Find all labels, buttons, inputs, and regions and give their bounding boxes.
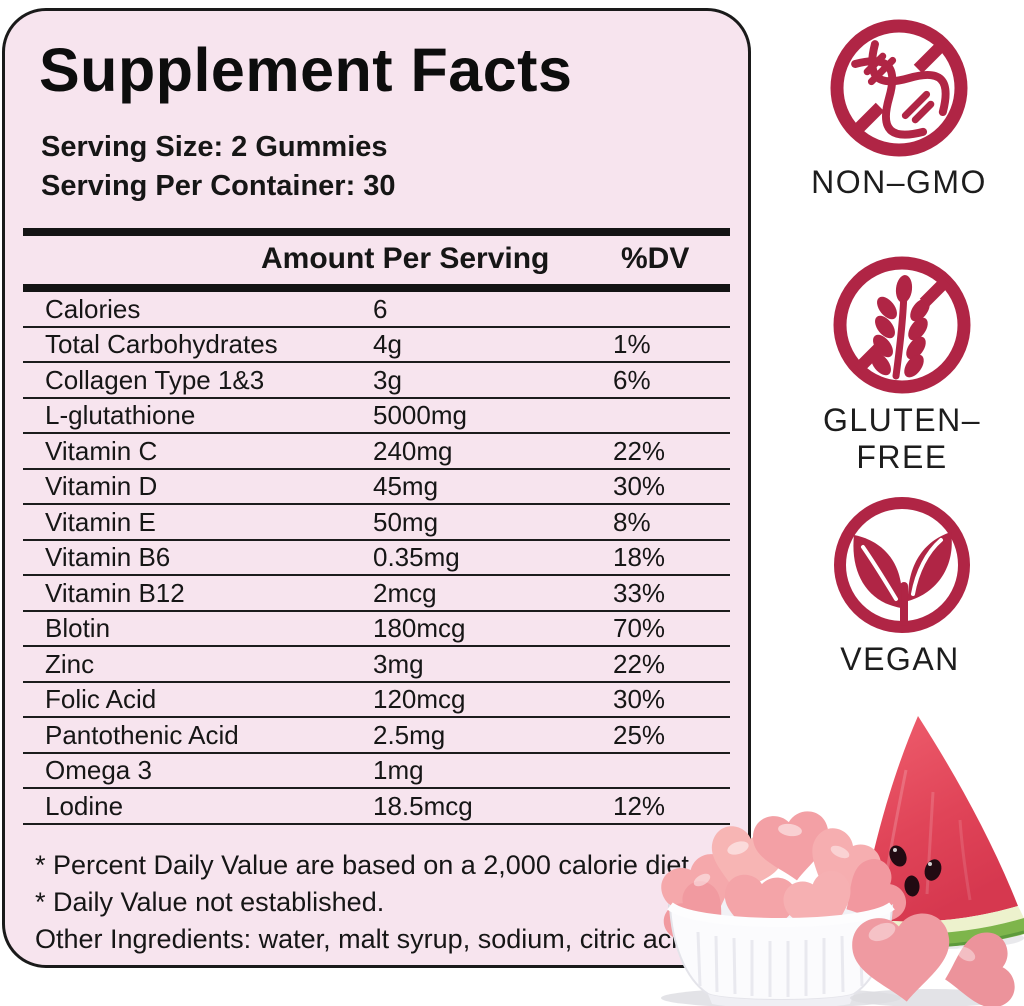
nutrient-amount: 120mcg bbox=[373, 684, 466, 715]
nutrient-name: Lodine bbox=[45, 790, 124, 821]
table-row: Vitamin E 50mg 8% bbox=[23, 505, 730, 541]
nutrient-amount: 4g bbox=[373, 329, 402, 360]
footnote-other-ingredients: Other Ingredients: water, malt syrup, so… bbox=[35, 924, 700, 954]
table-row: L-glutathione 5000mg bbox=[23, 399, 730, 434]
table-row: Omega 3 1mg bbox=[23, 754, 730, 789]
page-title: Supplement Facts bbox=[39, 36, 573, 104]
nutrient-name: Vitamin D bbox=[45, 471, 158, 502]
nutrient-amount: 2.5mg bbox=[373, 719, 446, 750]
nutrient-amount: 5000mg bbox=[373, 400, 467, 431]
nutrient-dv: 18% bbox=[613, 542, 666, 573]
table-row: Calories 6 bbox=[23, 292, 730, 328]
nutrient-amount: 3mg bbox=[373, 648, 424, 679]
nutrient-name: Total Carbohydrates bbox=[45, 329, 278, 360]
vegan-leaf-icon bbox=[834, 497, 970, 633]
table-header-rule bbox=[23, 284, 730, 292]
nutrient-name: Vitamin E bbox=[45, 506, 156, 537]
table-top-rule bbox=[23, 228, 730, 236]
nutrient-name: L-glutathione bbox=[45, 400, 196, 431]
servings-per-container-text: Serving Per Container: 30 bbox=[41, 170, 396, 202]
table-row: Collagen Type 1&3 3g 6% bbox=[23, 363, 730, 399]
serving-size-text: Serving Size: 2 Gummies bbox=[41, 131, 388, 163]
vegan-label: VEGAN bbox=[840, 641, 960, 677]
nutrient-amount: 1mg bbox=[373, 755, 424, 786]
nutrient-dv: 1% bbox=[613, 329, 651, 360]
table-row: Pantothenic Acid 2.5mg 25% bbox=[23, 718, 730, 754]
nutrient-name: Pantothenic Acid bbox=[45, 719, 239, 750]
nutrient-dv: 8% bbox=[613, 506, 651, 537]
table-row: Vitamin D 45mg 30% bbox=[23, 470, 730, 505]
gluten-free-label: GLUTEN–FREE bbox=[822, 402, 982, 475]
table-row: Vitamin B12 2mcg 33% bbox=[23, 576, 730, 612]
nutrient-dv: 33% bbox=[613, 577, 666, 608]
nutrient-name: Collagen Type 1&3 bbox=[45, 364, 265, 395]
nutrient-name: Folic Acid bbox=[45, 684, 157, 715]
non-gmo-label: NON–GMO bbox=[811, 164, 987, 200]
nutrient-dv: 6% bbox=[613, 364, 651, 395]
table-row: Total Carbohydrates 4g 1% bbox=[23, 328, 730, 363]
nutrient-amount: 180mcg bbox=[373, 613, 466, 644]
footnotes: * Percent Daily Value are based on a 2,0… bbox=[35, 847, 700, 958]
heart-gummies-image bbox=[850, 913, 1015, 1006]
nutrient-name: Calories bbox=[45, 293, 141, 324]
nutrient-name: Vitamin C bbox=[45, 435, 158, 466]
nutrient-dv: 30% bbox=[613, 684, 666, 715]
nutrient-dv: 12% bbox=[613, 790, 666, 821]
supplement-table-body: Calories 6 Total Carbohydrates 4g 1% Col… bbox=[23, 292, 730, 825]
ramekin-front bbox=[667, 902, 895, 1006]
supplement-facts-panel: Supplement Facts Serving Size: 2 Gummies… bbox=[2, 8, 751, 968]
footnote-daily-value: * Percent Daily Value are based on a 2,0… bbox=[35, 850, 697, 880]
dna-crossed-icon bbox=[830, 19, 968, 157]
column-header-amount: Amount Per Serving bbox=[261, 242, 550, 275]
nutrient-name: Vitamin B12 bbox=[45, 577, 185, 608]
table-row: Folic Acid 120mcg 30% bbox=[23, 683, 730, 718]
nutrient-amount: 2mcg bbox=[373, 577, 437, 608]
nutrient-name: Vitamin B6 bbox=[45, 542, 171, 573]
nutrient-amount: 45mg bbox=[373, 471, 439, 502]
nutrient-dv: 25% bbox=[613, 719, 666, 750]
nutrient-amount: 18.5mcg bbox=[373, 790, 473, 821]
table-row: Vitamin C 240mg 22% bbox=[23, 434, 730, 470]
footnote-not-established: * Daily Value not established. bbox=[35, 887, 385, 917]
table-row: Blotin 180mcg 70% bbox=[23, 612, 730, 647]
nutrient-dv: 22% bbox=[613, 648, 666, 679]
wheat-crossed-icon bbox=[833, 256, 971, 394]
nutrient-amount: 50mg bbox=[373, 506, 439, 537]
nutrient-amount: 6 bbox=[373, 293, 388, 324]
nutrient-amount: 3g bbox=[373, 364, 402, 395]
nutrient-dv: 22% bbox=[613, 435, 666, 466]
nutrient-amount: 240mg bbox=[373, 435, 453, 466]
table-row: Zinc 3mg 22% bbox=[23, 647, 730, 683]
nutrient-name: Zinc bbox=[45, 648, 95, 679]
watermelon-seeds bbox=[889, 845, 942, 897]
nutrient-amount: 0.35mg bbox=[373, 542, 460, 573]
nutrient-name: Omega 3 bbox=[45, 755, 152, 786]
nutrient-name: Blotin bbox=[45, 613, 111, 644]
column-header-dv: %DV bbox=[621, 242, 690, 275]
table-row: Lodine 18.5mcg 12% bbox=[23, 789, 730, 825]
product-photo bbox=[661, 716, 1024, 1006]
table-row: Vitamin B6 0.35mg 18% bbox=[23, 541, 730, 576]
nutrient-dv: 70% bbox=[613, 613, 666, 644]
nutrient-dv: 30% bbox=[613, 471, 666, 502]
